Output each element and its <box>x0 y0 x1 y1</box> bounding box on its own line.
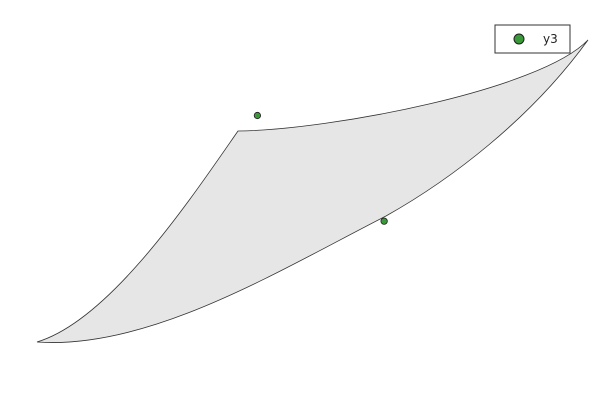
scatter-points <box>253 111 388 225</box>
scatter-point <box>380 217 388 225</box>
legend-box <box>494 24 571 54</box>
legend-label: y3 <box>543 32 558 46</box>
legend-marker <box>513 33 525 45</box>
filled-shape <box>36 39 589 343</box>
scatter-point <box>253 111 261 120</box>
legend: y3 <box>494 24 571 54</box>
